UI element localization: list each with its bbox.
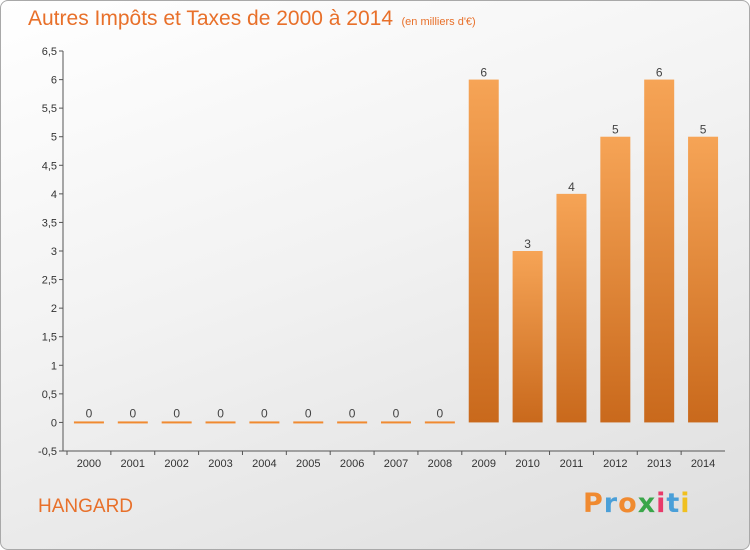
x-tick-label: 2012 bbox=[603, 458, 627, 470]
data-label-2014: 5 bbox=[700, 123, 707, 137]
proxiti-logo: Proxiti bbox=[583, 488, 691, 519]
x-tick-label: 2010 bbox=[515, 458, 539, 470]
data-label-2005: 0 bbox=[305, 406, 312, 420]
bar-2001 bbox=[117, 421, 148, 424]
x-tick-label: 2008 bbox=[428, 458, 452, 470]
chart-title: Autres Impôts et Taxes de 2000 à 2014 (e… bbox=[28, 7, 476, 31]
y-tick-label: 2 bbox=[51, 303, 57, 315]
logo-letter: o bbox=[618, 488, 638, 519]
y-tick-label: 0 bbox=[51, 417, 57, 429]
x-tick-label: 2009 bbox=[471, 458, 495, 470]
chart-title-main: Autres Impôts et Taxes de 2000 à 2014 bbox=[28, 7, 394, 30]
data-label-2011: 4 bbox=[568, 180, 575, 194]
logo-letter: P bbox=[583, 488, 604, 519]
data-label-2001: 0 bbox=[129, 406, 136, 420]
y-tick-label: 3 bbox=[51, 246, 57, 258]
x-tick-label: 2005 bbox=[296, 458, 320, 470]
y-tick-label: 4,5 bbox=[42, 160, 57, 172]
x-tick-label: 2013 bbox=[647, 458, 671, 470]
logo-letter: i bbox=[656, 488, 667, 519]
x-tick-label: 2000 bbox=[77, 458, 101, 470]
bar-2013 bbox=[644, 79, 675, 423]
bar-2011 bbox=[556, 193, 587, 423]
x-tick-label: 2007 bbox=[384, 458, 408, 470]
bar-2006 bbox=[337, 421, 368, 424]
y-tick-label: 2,5 bbox=[42, 275, 57, 287]
logo-letter: i bbox=[680, 488, 691, 519]
bar-2010 bbox=[512, 251, 543, 423]
bar-2014 bbox=[688, 136, 719, 423]
data-label-2000: 0 bbox=[86, 406, 93, 420]
data-label-2003: 0 bbox=[217, 406, 224, 420]
x-tick-label: 2011 bbox=[560, 458, 584, 470]
x-tick-label: 2003 bbox=[208, 458, 232, 470]
data-label-2004: 0 bbox=[261, 406, 268, 420]
bar-2008 bbox=[424, 421, 455, 424]
x-tick-label: 2002 bbox=[164, 458, 188, 470]
bar-2009 bbox=[468, 79, 499, 423]
y-tick-label: 3,5 bbox=[42, 217, 57, 229]
y-tick-label: 5,5 bbox=[42, 103, 57, 115]
data-label-2006: 0 bbox=[349, 406, 356, 420]
data-label-2010: 3 bbox=[524, 237, 531, 251]
y-tick-label: 0,5 bbox=[42, 389, 57, 401]
y-tick-label: 5 bbox=[51, 132, 57, 144]
y-tick-label: 1,5 bbox=[42, 332, 57, 344]
bar-2000 bbox=[73, 421, 104, 424]
logo-letter: t bbox=[666, 488, 681, 519]
chart-subtitle: (en milliers d'€) bbox=[401, 16, 476, 28]
data-label-2012: 5 bbox=[612, 123, 619, 137]
x-tick-label: 2006 bbox=[340, 458, 364, 470]
data-label-2013: 6 bbox=[656, 66, 663, 80]
bar-2012 bbox=[600, 136, 631, 423]
bar-2002 bbox=[161, 421, 192, 424]
y-tick-label: -0,5 bbox=[38, 446, 57, 458]
x-tick-label: 2001 bbox=[121, 458, 145, 470]
x-tick-label: 2004 bbox=[252, 458, 276, 470]
y-tick-label: 4 bbox=[51, 189, 57, 201]
y-tick-label: 1 bbox=[51, 360, 57, 372]
commune-name: HANGARD bbox=[38, 496, 134, 517]
bar-2007 bbox=[381, 421, 411, 424]
logo-letter: x bbox=[637, 488, 657, 519]
y-tick-label: 6,5 bbox=[42, 46, 57, 58]
y-tick-label: 6 bbox=[51, 75, 57, 87]
data-label-2008: 0 bbox=[437, 406, 444, 420]
logo-letter: r bbox=[603, 488, 619, 519]
data-label-2009: 6 bbox=[480, 66, 487, 80]
x-tick-label: 2014 bbox=[691, 458, 715, 470]
data-label-2002: 0 bbox=[173, 406, 180, 420]
bar-2005 bbox=[293, 421, 324, 424]
bar-2004 bbox=[249, 421, 280, 424]
bar-2003 bbox=[205, 421, 236, 424]
data-label-2007: 0 bbox=[393, 406, 400, 420]
